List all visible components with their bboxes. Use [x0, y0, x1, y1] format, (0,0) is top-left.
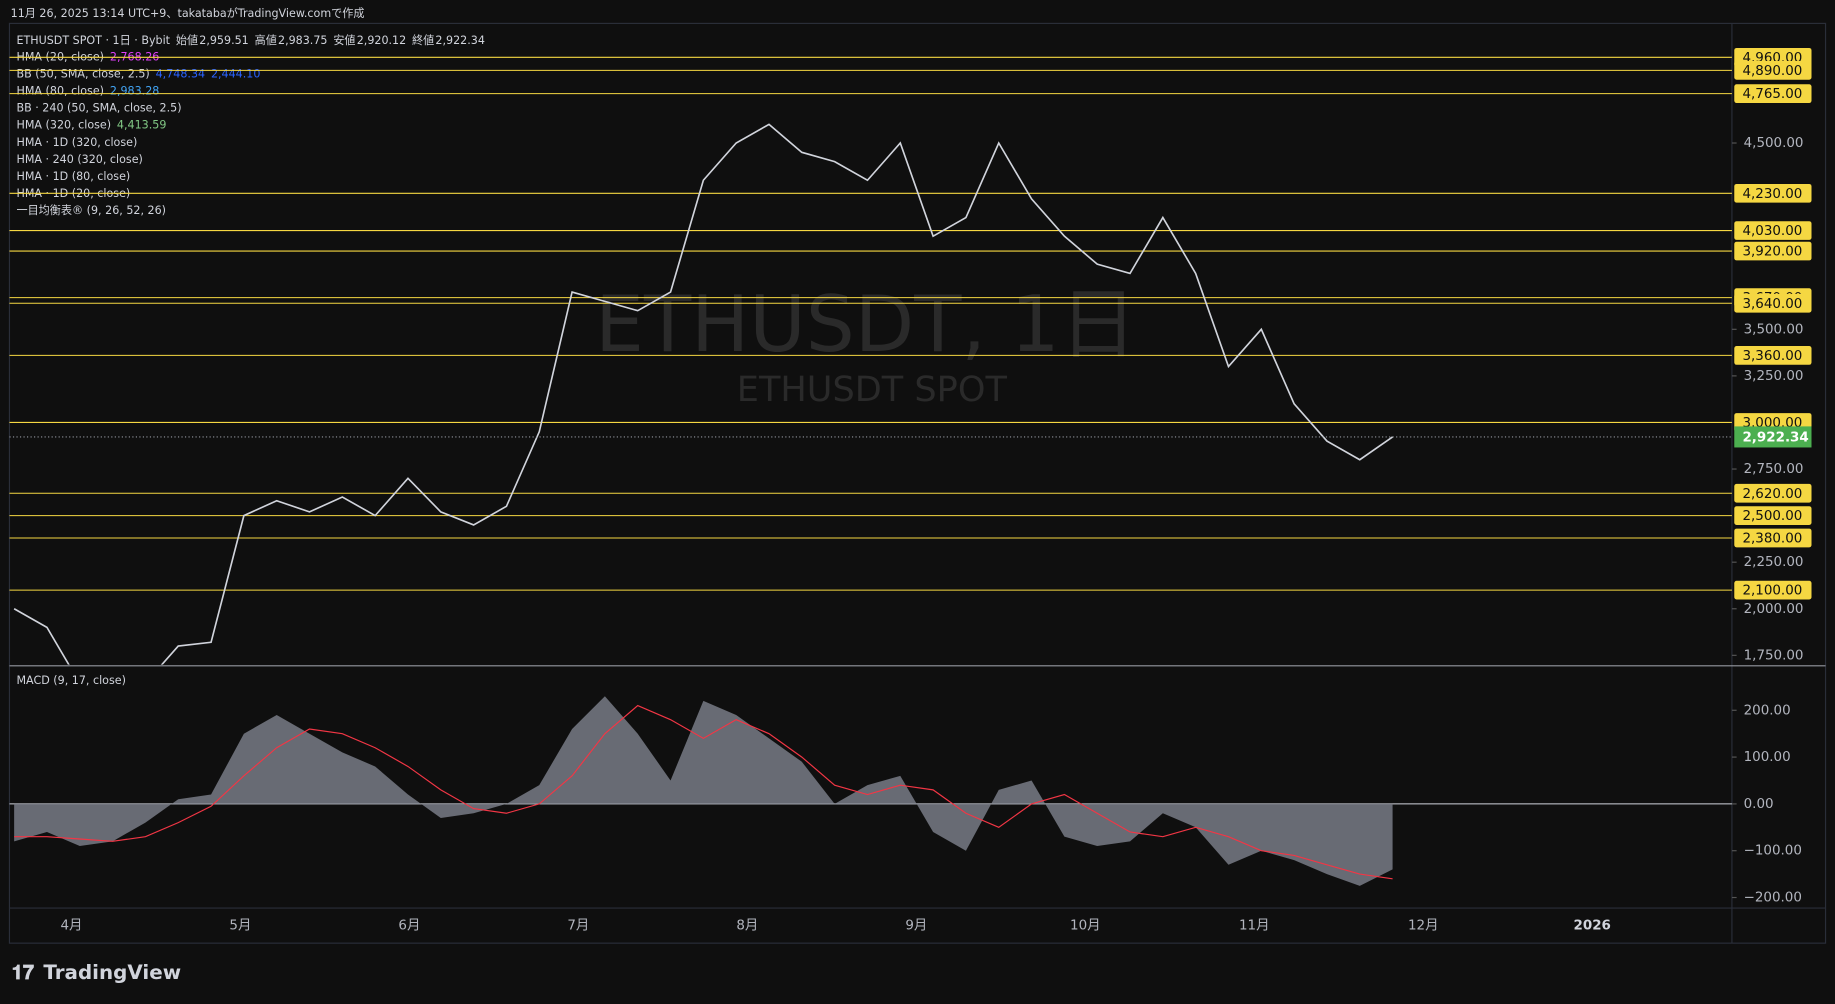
x-tick-label: 10月 — [1070, 919, 1101, 934]
legend-high: 2,983.75 — [278, 34, 327, 47]
brand: 𝟏𝟕 TradingView — [12, 961, 181, 984]
level-label: 4,030.00 — [1742, 224, 1802, 239]
legend-symbol: ETHUSDT SPOT · 1日 · Bybit — [16, 34, 170, 47]
indicator-name: BB (50, SMA, close, 2.5) — [16, 67, 149, 80]
legend-open-label: 始値 — [176, 33, 198, 47]
indicator-name: HMA · 1D (320, close) — [16, 136, 137, 149]
macd-tick-label: 0.00 — [1744, 797, 1774, 812]
legend-open: 2,959.51 — [199, 34, 248, 47]
y-tick-label: 2,000.00 — [1744, 602, 1804, 617]
macd-tick-label: −200.00 — [1744, 891, 1802, 906]
logo: 𝟏𝟕 — [12, 961, 34, 984]
level-label: 2,620.00 — [1742, 487, 1802, 502]
indicator-name: HMA · 240 (320, close) — [16, 153, 142, 166]
level-label: 4,230.00 — [1742, 187, 1802, 202]
y-tick-label: 2,250.00 — [1744, 555, 1804, 570]
legend-low: 2,920.12 — [357, 34, 406, 47]
indicator-name: HMA (320, close) — [16, 119, 111, 132]
indicator-name: HMA (80, close) — [16, 85, 104, 98]
y-tick-label: 4,500.00 — [1744, 136, 1804, 151]
macd-tick-label: 200.00 — [1744, 703, 1791, 718]
brand-name: TradingView — [43, 961, 181, 984]
level-label: 3,360.00 — [1742, 349, 1802, 364]
x-tick-label: 9月 — [905, 919, 927, 934]
level-label: 4,890.00 — [1742, 64, 1802, 79]
macd-title: MACD (9, 17, close) — [16, 674, 125, 687]
legend-low-label: 安値 — [333, 33, 355, 47]
level-label: 3,920.00 — [1742, 245, 1802, 260]
indicator-name: BB · 240 (50, SMA, close, 2.5) — [16, 102, 181, 115]
macd-tick-label: 100.00 — [1744, 750, 1791, 765]
legend-close: 2,922.34 — [435, 34, 484, 47]
watermark: ETHUSDT, 1日 — [595, 280, 1137, 370]
x-tick-label: 6月 — [398, 919, 420, 934]
indicator-value: 4,413.59 — [117, 119, 166, 132]
level-label: 3,640.00 — [1742, 297, 1802, 312]
indicator-name: 一目均衡表® (9, 26, 52, 26) — [16, 203, 166, 217]
y-tick-label: 1,750.00 — [1744, 648, 1804, 663]
x-tick-label: 4月 — [60, 919, 82, 934]
level-label: 2,100.00 — [1742, 584, 1802, 599]
macd-tick-label: −100.00 — [1744, 844, 1802, 859]
level-label: 2,380.00 — [1742, 532, 1802, 547]
legend-high-label: 高値 — [255, 33, 277, 47]
x-tick-label: 8月 — [736, 919, 758, 934]
y-tick-label: 3,250.00 — [1744, 369, 1804, 384]
x-tick-label: 7月 — [567, 919, 589, 934]
level-label: 4,765.00 — [1742, 87, 1802, 102]
x-tick-label: 12月 — [1408, 919, 1439, 934]
indicator-name: HMA · 1D (80, close) — [16, 170, 130, 183]
y-tick-label: 2,750.00 — [1744, 462, 1804, 477]
indicator-value: 2,983.28 — [110, 85, 159, 98]
last-price-label: 2,922.34 — [1742, 431, 1808, 446]
indicator-value: 2,444.10 — [211, 67, 260, 80]
indicator-value: 4,748.34 — [156, 67, 205, 80]
x-tick-label: 11月 — [1239, 919, 1270, 934]
y-tick-label: 3,500.00 — [1744, 322, 1804, 337]
watermark-sub: ETHUSDT SPOT — [737, 369, 1008, 410]
legend-close-label: 終値 — [412, 33, 434, 47]
header-caption: 11月 26, 2025 13:14 UTC+9、takatabaがTradin… — [11, 6, 365, 20]
x-tick-label: 5月 — [229, 919, 251, 934]
level-label: 2,500.00 — [1742, 509, 1802, 524]
x-tick-label: 2026 — [1574, 919, 1611, 934]
